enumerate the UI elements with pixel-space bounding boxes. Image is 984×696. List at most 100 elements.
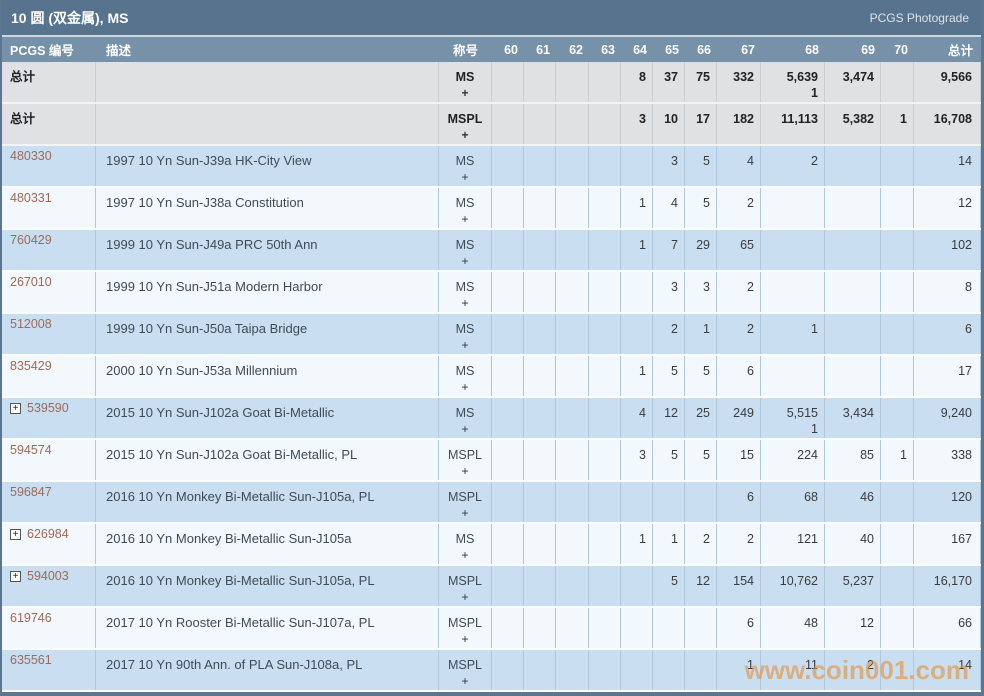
grade-66-cell: 1	[685, 314, 717, 354]
pcgs-number-link[interactable]: 835429	[10, 359, 52, 373]
grade-60-cell	[492, 440, 524, 480]
grade-count: 1	[900, 448, 907, 462]
grade-count	[653, 485, 678, 506]
grade-count	[825, 317, 874, 338]
grade-61-cell	[524, 230, 556, 270]
expand-icon[interactable]: +	[10, 403, 21, 414]
grade-62-cell	[556, 650, 589, 690]
expand-icon[interactable]: +	[10, 571, 21, 582]
grade-plus-count	[524, 128, 549, 144]
grade-70-cell	[881, 146, 914, 186]
pcgs-number-link[interactable]: 626984	[27, 527, 69, 541]
total-count: 16,170	[933, 574, 972, 588]
grade-count: 2	[747, 322, 754, 336]
pcgs-number-link[interactable]: 480330	[10, 149, 52, 163]
grade-plus-count	[761, 590, 818, 606]
grade-count	[492, 611, 517, 632]
designation-cell: MSPL +	[439, 608, 492, 648]
pcgs-number-link[interactable]: 594574	[10, 443, 52, 457]
grade-count	[761, 275, 818, 296]
grade-count	[761, 191, 818, 212]
grade-plus-count	[761, 464, 818, 480]
grade-70-cell	[881, 482, 914, 522]
total-plus-count	[914, 590, 972, 606]
pcgs-number-cell: 594574	[2, 440, 96, 480]
grade-61-cell	[524, 608, 556, 648]
grade-62-cell	[556, 440, 589, 480]
pcgs-number-link[interactable]: 596847	[10, 485, 52, 499]
grade-63-cell	[589, 398, 621, 438]
grade-plus-count: 1	[811, 86, 818, 100]
grade-count: 12	[664, 406, 678, 420]
grade-count: 1	[900, 112, 907, 126]
grade-61-cell	[524, 356, 556, 396]
pcgs-number-link[interactable]: 512008	[10, 317, 52, 331]
grade-plus-count	[761, 548, 818, 564]
designation-label: MSPL	[447, 490, 483, 504]
grade-70-cell	[881, 230, 914, 270]
pcgs-number-link[interactable]: 539590	[27, 401, 69, 415]
grade-count: 2	[671, 322, 678, 336]
pcgs-number-link[interactable]: 635561	[10, 653, 52, 667]
grade-plus-count	[589, 464, 614, 480]
grade-plus-count	[881, 338, 907, 354]
grade-plus-count	[761, 254, 818, 270]
grade-count	[621, 485, 646, 506]
grade-count	[556, 611, 582, 632]
grade-63-cell	[589, 608, 621, 648]
grade-65-cell	[653, 482, 685, 522]
grade-plus-count	[825, 170, 874, 186]
grade-70-cell	[881, 566, 914, 606]
totals-label: 总计	[10, 70, 36, 84]
grade-count	[492, 653, 517, 674]
grade-plus-count	[717, 170, 754, 186]
grade-count	[685, 485, 710, 506]
grade-plus-count	[621, 632, 646, 648]
pcgs-number-link[interactable]: 760429	[10, 233, 52, 247]
grade-65-cell: 2	[653, 314, 685, 354]
grade-count	[524, 611, 549, 632]
grade-plus-count	[621, 338, 646, 354]
grade-70-cell: 1	[881, 440, 914, 480]
grade-count	[589, 275, 614, 296]
grade-62-cell	[556, 146, 589, 186]
total-count: 14	[958, 154, 972, 168]
grade-plus-count	[685, 422, 710, 438]
grade-plus-count	[825, 506, 874, 522]
grade-count	[524, 443, 549, 464]
grade-plus-count	[589, 422, 614, 438]
grade-plus-count	[524, 590, 549, 606]
grade-plus-count	[621, 170, 646, 186]
pcgs-number-link[interactable]: 619746	[10, 611, 52, 625]
grade-count: 3	[671, 154, 678, 168]
photograde-link[interactable]: PCGS Photograde	[869, 10, 969, 25]
pcgs-number-link[interactable]: 594003	[27, 569, 69, 583]
grade-count: 2	[867, 658, 874, 672]
grade-count: 11	[805, 658, 818, 672]
grade-plus-count	[621, 548, 646, 564]
total-cell: 12	[914, 188, 981, 228]
grade-count: 1	[747, 658, 754, 672]
grade-plus-count	[589, 212, 614, 228]
grade-plus-count	[685, 170, 710, 186]
grade-count	[524, 359, 549, 380]
grade-count	[589, 149, 614, 170]
grade-62-cell	[556, 482, 589, 522]
grade-plus-count	[717, 464, 754, 480]
col-header-grade-61: 61	[536, 42, 550, 57]
grade-count: 65	[740, 238, 754, 252]
pcgs-number-link[interactable]: 480331	[10, 191, 52, 205]
grade-count	[556, 149, 582, 170]
grade-68-cell: 5,639 1	[761, 62, 825, 102]
grade-65-cell: 37	[653, 62, 685, 102]
grade-count: 4	[747, 154, 754, 168]
grade-63-cell	[589, 650, 621, 690]
grade-count: 3	[639, 448, 646, 462]
grade-plus-count	[685, 632, 710, 648]
grade-plus-count	[653, 548, 678, 564]
expand-icon[interactable]: +	[10, 529, 21, 540]
grade-count	[881, 233, 907, 254]
pcgs-number-link[interactable]: 267010	[10, 275, 52, 289]
grade-62-cell	[556, 62, 589, 102]
grade-plus-count	[492, 548, 517, 564]
